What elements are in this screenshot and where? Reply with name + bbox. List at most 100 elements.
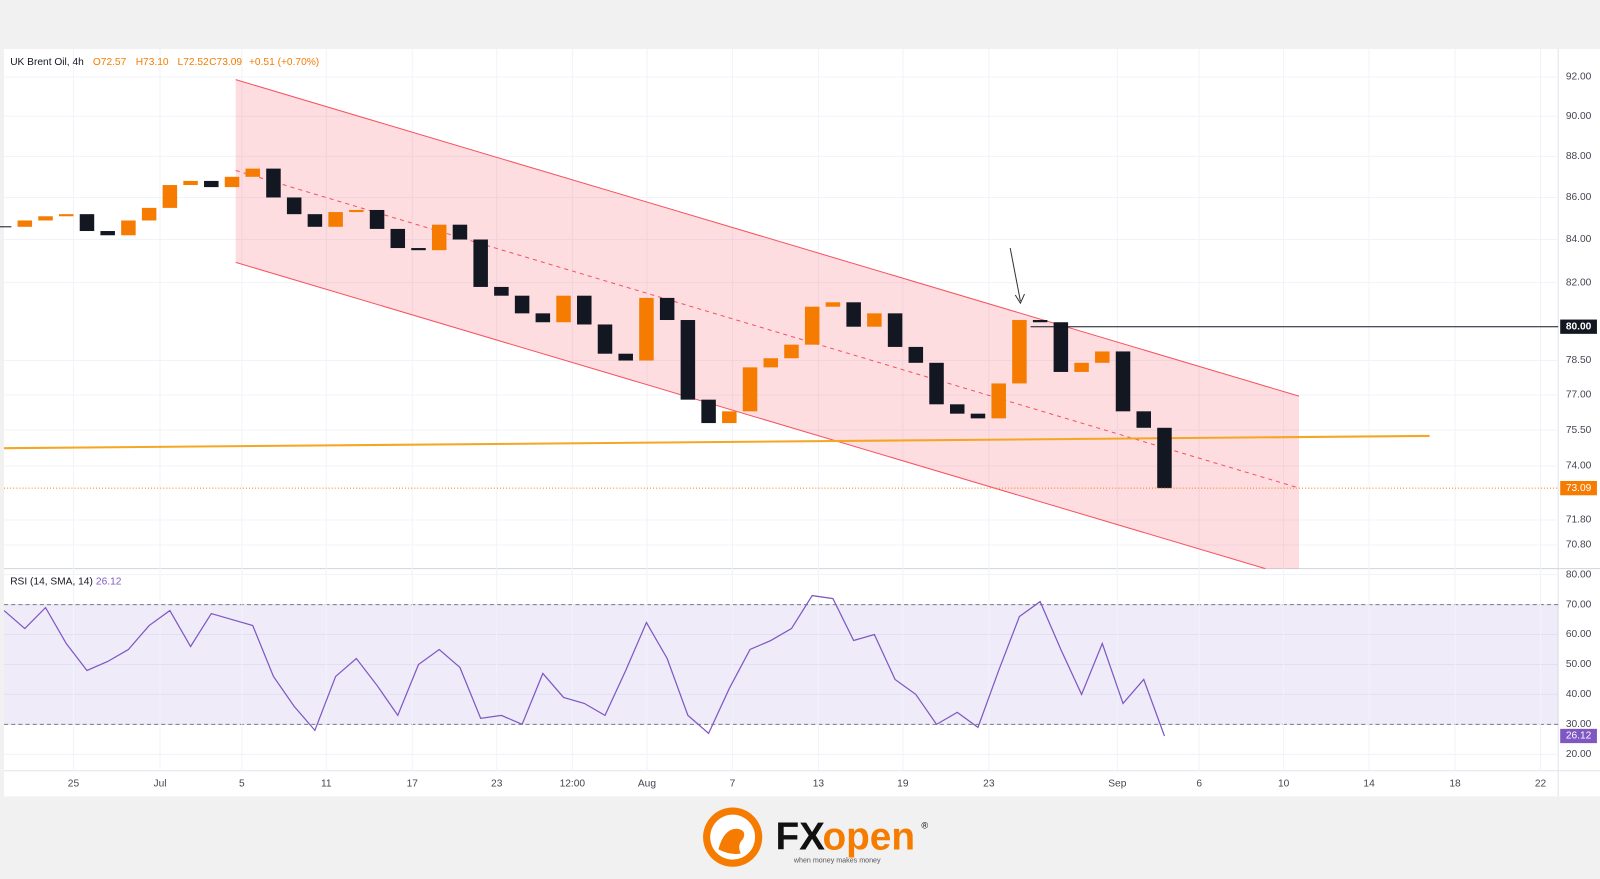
level-tag-label: 80.00 xyxy=(1566,321,1592,332)
channel-fill xyxy=(235,79,1299,569)
candle xyxy=(970,413,986,419)
candle xyxy=(58,214,74,217)
candle xyxy=(266,168,281,198)
candle xyxy=(100,231,115,236)
logo-brand-a: FX xyxy=(776,815,826,858)
candle xyxy=(556,295,571,323)
candle xyxy=(577,295,592,325)
channel-lower xyxy=(235,261,1266,570)
x-tick-label: 18 xyxy=(1449,779,1461,790)
y-tick-label: 92.00 xyxy=(1566,72,1592,83)
candle xyxy=(597,324,613,354)
candle xyxy=(908,346,924,363)
candle xyxy=(1074,362,1089,372)
x-tick-label: 25 xyxy=(68,779,80,790)
x-tick-label: 14 xyxy=(1363,779,1375,790)
candle xyxy=(680,320,696,400)
x-tick-label: 22 xyxy=(1535,779,1547,790)
candle xyxy=(825,302,841,307)
change: +0.51 (+0.70%) xyxy=(249,57,319,68)
candle xyxy=(121,220,136,236)
candle xyxy=(349,209,364,213)
candle xyxy=(473,239,488,287)
y-tick-label: 70.80 xyxy=(1566,540,1592,551)
x-tick-label: 10 xyxy=(1278,779,1290,790)
candle xyxy=(535,313,551,323)
last-price-label: 73.09 xyxy=(1566,483,1592,494)
y-tick-label: 82.00 xyxy=(1566,277,1592,288)
candle xyxy=(1095,351,1110,363)
candle xyxy=(390,228,406,249)
level-tag xyxy=(1560,319,1597,334)
y-tick-label: 74.00 xyxy=(1566,461,1592,472)
candle xyxy=(79,214,95,232)
candle xyxy=(369,209,385,229)
rsi-value: 26.12 xyxy=(96,577,122,588)
header: UK Brent Oil, 4h O72.57 H73.10 L72.52 C7… xyxy=(10,57,319,588)
candle xyxy=(867,313,882,327)
candle xyxy=(1012,320,1027,384)
logo-bull xyxy=(718,828,745,854)
x-tick-label: 17 xyxy=(407,779,419,790)
candle xyxy=(204,180,219,188)
rsi-tick-label: 20.00 xyxy=(1566,749,1592,760)
y-tick-label: 75.50 xyxy=(1566,425,1592,436)
arrow xyxy=(1009,247,1021,302)
candle xyxy=(162,185,178,208)
y-tick-label: 86.00 xyxy=(1566,192,1592,203)
rsi-band xyxy=(4,604,1559,725)
candle xyxy=(307,214,323,227)
candle xyxy=(224,176,240,188)
candle xyxy=(949,404,965,414)
x-tick-label: 23 xyxy=(491,779,503,790)
x-tick-label: 12:00 xyxy=(560,779,586,790)
logo-mark: ® xyxy=(921,820,928,830)
candle xyxy=(1032,320,1048,323)
high: H73.10 xyxy=(136,57,169,68)
logo-tagline: when money makes money xyxy=(793,857,881,865)
symbol: UK Brent Oil, 4h xyxy=(10,57,84,68)
last-price-tag xyxy=(1560,480,1597,496)
y-tick-label: 88.00 xyxy=(1566,151,1592,162)
candle xyxy=(659,297,675,321)
close: C73.09 xyxy=(209,57,242,68)
y-tick-label: 77.00 xyxy=(1566,390,1592,401)
support-line xyxy=(4,434,1430,450)
x-tick-label: Aug xyxy=(638,779,656,790)
y-tick-label: 71.80 xyxy=(1566,515,1592,526)
x-tick-label: 23 xyxy=(983,779,995,790)
grid xyxy=(4,49,1559,771)
candle xyxy=(328,212,343,227)
logo: FX open ® when money makes money xyxy=(703,807,928,867)
x-tick-label: Sep xyxy=(1108,779,1126,790)
candle xyxy=(742,367,758,412)
rsi-tick-label: 80.00 xyxy=(1566,569,1592,580)
drawings xyxy=(4,79,1430,570)
low: L72.52 xyxy=(178,57,209,68)
candle xyxy=(763,358,779,368)
candle xyxy=(1053,322,1069,372)
candle xyxy=(431,224,447,251)
candle xyxy=(804,306,820,345)
candle xyxy=(38,216,53,221)
rsi-tick-label: 50.00 xyxy=(1566,659,1592,670)
rsi-tick-label: 70.00 xyxy=(1566,599,1592,610)
x-tick-label: 5 xyxy=(239,779,245,790)
candle xyxy=(618,353,633,361)
rsi-tick-label: 40.00 xyxy=(1566,689,1592,700)
candle xyxy=(722,411,737,424)
y-tick-label: 84.00 xyxy=(1566,234,1592,245)
y-tick-label: 78.50 xyxy=(1566,355,1592,366)
candle xyxy=(17,220,33,227)
candle xyxy=(846,302,861,327)
candle xyxy=(784,344,799,359)
x-tick-label: 19 xyxy=(897,779,909,790)
candle xyxy=(991,383,1006,419)
rsi-tick-label: 30.00 xyxy=(1566,719,1592,730)
y-tick-label: 90.00 xyxy=(1566,111,1592,122)
rsi-line xyxy=(3,594,1166,737)
channel-upper xyxy=(235,79,1300,397)
x-tick-label: Jul xyxy=(153,779,166,790)
